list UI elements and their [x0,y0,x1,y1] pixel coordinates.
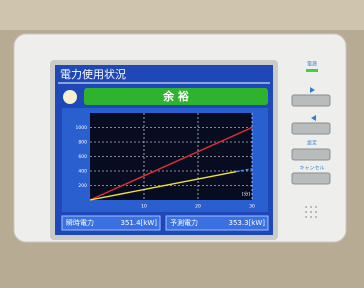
x-tick-label: 30 [249,204,255,210]
up-button[interactable] [292,95,330,106]
x-unit: [分] [242,191,250,198]
status-text: 余 裕 [162,89,189,103]
cancel-button[interactable] [292,173,330,184]
y-tick-label: 400 [78,169,87,175]
power-led [306,69,318,72]
forecast-value: 353.3[kW] [229,219,266,227]
setting-button[interactable] [292,149,330,160]
y-tick-label: 1000 [76,125,88,131]
y-tick-label: 800 [78,140,87,146]
y-tick-label: 200 [78,183,87,189]
down-button[interactable] [292,123,330,134]
cancel-label: キャンセル [299,166,324,172]
setting-label: 設定 [307,140,317,147]
power-label: 電源 [307,61,317,68]
instant-label: 瞬時電力 [66,218,94,227]
y-tick-label: 600 [78,154,87,160]
x-tick-label: 10 [141,204,147,210]
weather-icon [63,90,77,104]
x-tick-label: 20 [195,204,201,210]
photo: 電力使用状況 余 裕 200 400 600 800 1000 10 20 30 [分] 瞬時電… [0,0,364,288]
forecast-label: 予測電力 [170,218,198,227]
screen-title: 電力使用状況 [60,67,126,81]
wall-top [0,0,364,30]
instant-value: 351.4[kW] [121,219,158,227]
